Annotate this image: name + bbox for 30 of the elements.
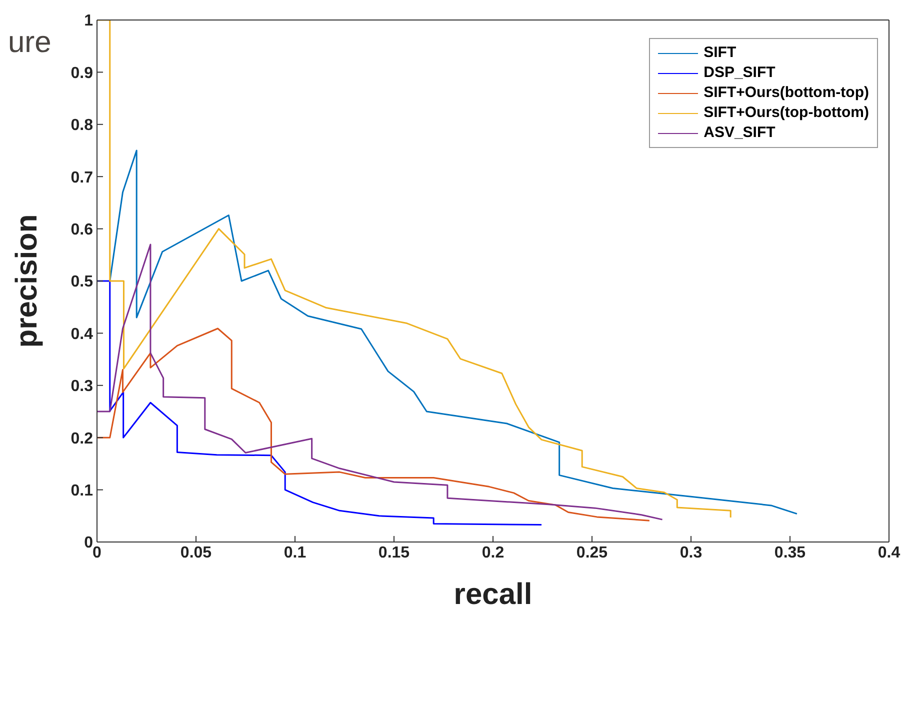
line-series (97, 280, 542, 526)
legend-label: SIFT+Ours(bottom-top) (704, 83, 869, 103)
x-tick-label: 0.35 (774, 544, 806, 562)
y-tick-label: 0.4 (70, 326, 94, 343)
y-tick-label: 0.8 (70, 117, 94, 134)
y-tick-label: 0.3 (70, 378, 94, 396)
legend-label: SIFT (704, 43, 736, 63)
x-tick-label: 0.15 (378, 544, 410, 562)
legend-label: DSP_SIFT (704, 63, 776, 83)
y-tick-label: 0.6 (70, 221, 94, 238)
x-tick-label: 0.4 (878, 544, 900, 562)
x-tick-label: 0.1 (284, 544, 306, 562)
legend-label: ASV_SIFT (704, 123, 776, 143)
y-tick-label: 0.2 (70, 430, 94, 448)
line-series (97, 244, 664, 520)
y-tick-label: 0.9 (70, 64, 94, 82)
line-series (97, 328, 650, 522)
x-tick-label: 0.2 (482, 544, 504, 562)
x-tick-label: 0.05 (180, 544, 212, 562)
y-tick-label: 0.1 (70, 482, 94, 500)
x-axis-title: recall (454, 578, 532, 611)
y-tick-label: 0.5 (70, 274, 94, 291)
x-tick-label: 0.3 (680, 544, 702, 562)
y-tick-label: 0.7 (70, 169, 94, 186)
legend-label: SIFT+Ours(top-bottom) (704, 103, 869, 123)
line-series (109, 150, 798, 515)
text: ure (8, 26, 52, 60)
y-tick-label: 1 (84, 12, 94, 30)
y-axis-title: precision (10, 214, 44, 348)
x-tick-label: 0.25 (576, 544, 608, 562)
